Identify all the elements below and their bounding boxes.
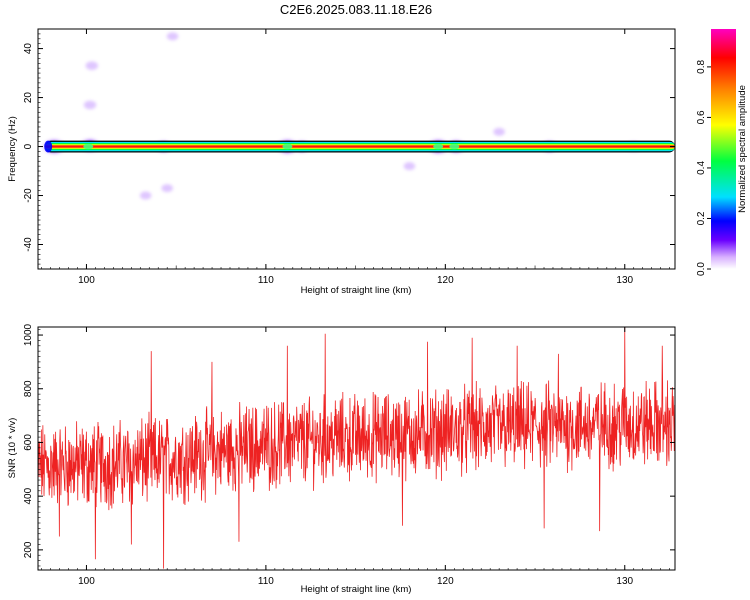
colorbar-tick-label: 0.4 bbox=[696, 161, 707, 175]
colorbar-tick-label: 0.0 bbox=[696, 262, 707, 276]
snr-x-tick-label: 100 bbox=[78, 576, 95, 587]
heatmap-blob bbox=[166, 32, 179, 41]
snr-series-line bbox=[38, 327, 675, 569]
colorbar-gradient bbox=[711, 29, 736, 269]
heatmap-blob bbox=[139, 191, 152, 200]
colorbar: 0.0 0.2 0.4 0.6 0.8 Normalized spectral ampl… bbox=[696, 29, 748, 276]
heatmap-blob bbox=[161, 184, 173, 193]
heatmap-x-tick-label: 130 bbox=[616, 275, 633, 286]
heatmap-y-axis-label: Frequency (Hz) bbox=[7, 116, 18, 181]
snr-y-tick-label: 800 bbox=[23, 380, 34, 397]
snr-y-tick-label: 400 bbox=[23, 487, 34, 504]
colorbar-tick: 0.0 bbox=[696, 262, 711, 276]
colorbar-tick: 0.8 bbox=[696, 60, 711, 74]
colorbar-tick-label: 0.8 bbox=[696, 60, 707, 74]
heatmap-y-tick-label: 0 bbox=[23, 143, 34, 149]
heatmap-blob bbox=[83, 100, 97, 110]
heatmap-x-tick-label: 120 bbox=[437, 275, 454, 286]
snr-y-tick-label: 1000 bbox=[23, 323, 34, 346]
colorbar-tick-label: 0.6 bbox=[696, 110, 707, 124]
heatmap-blob bbox=[403, 162, 416, 171]
snr-x-axis-label: Height of straight line (km) bbox=[301, 584, 412, 595]
snr-panel: 100 110 120 130 200 400 600 800 1000 Height of s… bbox=[7, 323, 676, 595]
heatmap-blob bbox=[85, 61, 99, 71]
heatmap-panel: 100 110 120 130 40 20 0 -20 -40 Height of straig… bbox=[7, 28, 676, 296]
colorbar-tick: 0.6 bbox=[696, 110, 711, 124]
heatmap-y-tick-label: 40 bbox=[23, 43, 34, 55]
heatmap-band bbox=[44, 140, 675, 153]
snr-y-tick-label: 200 bbox=[23, 541, 34, 558]
snr-y-tick-label: 600 bbox=[23, 434, 34, 451]
heatmap-y-tick-label: 20 bbox=[23, 92, 34, 104]
heatmap-y-tick-label: -40 bbox=[23, 237, 34, 252]
colorbar-tick: 0.4 bbox=[696, 161, 711, 175]
colorbar-label: Normalized spectral amplitude bbox=[737, 85, 748, 213]
heatmap-y-tick-label: -20 bbox=[23, 188, 34, 203]
heatmap-blob bbox=[493, 127, 505, 136]
heatmap-x-axis-label: Height of straight line (km) bbox=[301, 285, 412, 296]
colorbar-tick-label: 0.2 bbox=[696, 211, 707, 225]
snr-x-tick-label: 120 bbox=[437, 576, 454, 587]
heatmap-frame bbox=[37, 28, 676, 270]
colorbar-tick: 0.2 bbox=[696, 211, 711, 225]
chart-title: C2E6.2025.083.11.18.E26 bbox=[280, 2, 432, 17]
snr-x-tick-label: 110 bbox=[258, 576, 274, 587]
snr-frame bbox=[37, 326, 676, 571]
snr-y-axis-label: SNR (10 * v/v) bbox=[7, 418, 18, 479]
heatmap-x-tick-label: 110 bbox=[258, 275, 274, 286]
heatmap-x-tick-label: 100 bbox=[78, 275, 95, 286]
snr-x-tick-label: 130 bbox=[616, 576, 633, 587]
